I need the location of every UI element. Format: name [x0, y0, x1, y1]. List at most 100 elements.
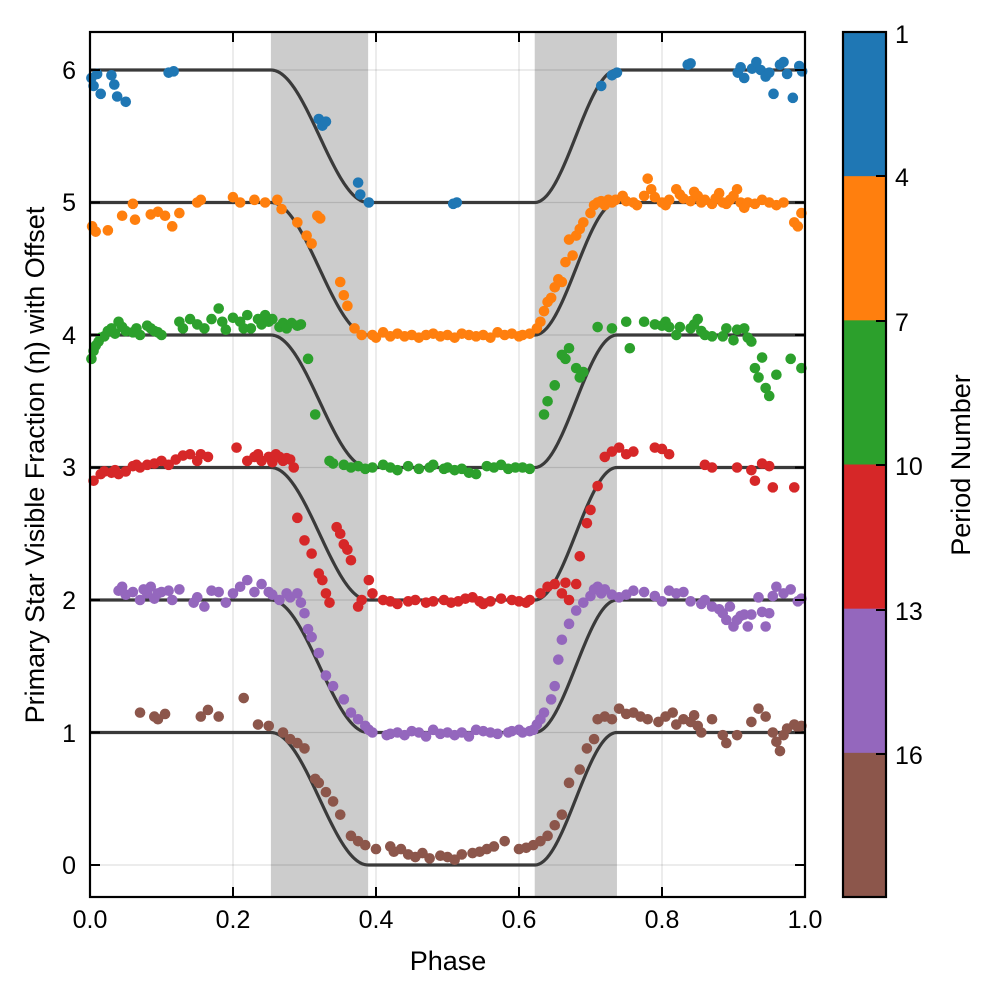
data-point: [202, 704, 214, 716]
data-point: [184, 448, 196, 460]
data-point: [367, 727, 378, 738]
data-point: [134, 594, 146, 606]
data-point: [756, 352, 768, 363]
data-point: [560, 577, 571, 589]
data-point: [499, 835, 511, 847]
data-point: [792, 221, 804, 232]
data-point: [685, 596, 696, 607]
data-point: [168, 66, 179, 77]
data-point: [238, 692, 250, 704]
colorbar-tick-label-3: 10: [895, 453, 923, 481]
data-point: [424, 853, 435, 864]
data-point: [787, 92, 799, 104]
colorbar-band-3: [843, 464, 886, 610]
data-point: [320, 670, 332, 681]
data-point: [345, 554, 357, 566]
data-point: [106, 70, 117, 81]
data-point: [778, 197, 789, 208]
x-tick-label-3: 0.6: [502, 906, 537, 934]
y-tick-label-0: 0: [62, 852, 76, 880]
data-point: [771, 736, 782, 748]
data-point: [560, 353, 571, 365]
data-point: [334, 528, 346, 540]
data-point: [327, 796, 339, 807]
data-point: [556, 588, 568, 599]
data-point: [163, 585, 174, 597]
data-point: [90, 226, 102, 237]
data-point: [302, 353, 314, 365]
data-point: [216, 316, 228, 328]
data-point: [174, 207, 185, 219]
data-point: [213, 586, 224, 598]
data-point: [159, 708, 171, 720]
data-point: [588, 733, 600, 745]
y-axis-label: Primary Star Visible Fraction (η) with O…: [20, 206, 50, 723]
data-point: [606, 323, 618, 334]
data-point: [713, 187, 725, 199]
data-point: [342, 300, 353, 312]
data-point: [638, 190, 650, 202]
data-point: [560, 256, 571, 268]
data-point: [267, 313, 278, 325]
data-point: [570, 605, 582, 616]
data-point: [129, 214, 141, 226]
data-point: [671, 329, 682, 341]
model-curve-0: [90, 730, 805, 867]
data-point: [721, 614, 732, 626]
data-point: [753, 372, 764, 383]
data-point: [771, 369, 782, 381]
data-point: [638, 586, 650, 598]
data-point: [524, 594, 536, 606]
data-point: [751, 56, 762, 68]
data-point: [413, 463, 425, 475]
data-point: [535, 316, 546, 328]
data-point: [220, 324, 232, 336]
data-point: [721, 323, 732, 334]
data-point: [306, 631, 317, 643]
data-point: [628, 585, 639, 597]
data-point: [356, 594, 368, 606]
data-point: [313, 777, 325, 789]
data-point: [111, 91, 123, 102]
data-point: [556, 809, 568, 820]
data-point: [663, 194, 675, 206]
data-point: [206, 313, 217, 325]
data-point: [728, 335, 739, 346]
data-point: [120, 96, 132, 108]
data-point: [227, 588, 239, 599]
data-point: [299, 607, 310, 619]
data-point: [563, 594, 575, 606]
data-point: [349, 323, 360, 334]
data-point: [127, 198, 139, 210]
data-point: [724, 601, 736, 612]
data-point: [785, 353, 796, 365]
data-point: [567, 250, 578, 261]
data-point: [352, 713, 364, 725]
series-period-13: [113, 574, 807, 742]
data-point: [109, 328, 121, 339]
colorbar-label: Period Number: [946, 374, 976, 556]
colorbar-tick-label-0: 1: [895, 21, 909, 49]
data-point: [574, 550, 586, 562]
data-point: [242, 574, 253, 586]
data-point: [134, 329, 146, 341]
data-point: [177, 323, 189, 334]
data-point: [606, 713, 618, 725]
colorbar-band-5: [843, 752, 886, 898]
series-period-16: [134, 692, 807, 865]
data-point: [767, 482, 779, 493]
data-point: [746, 716, 757, 728]
data-point: [731, 729, 743, 741]
data-point: [166, 594, 178, 606]
data-point: [488, 841, 500, 852]
data-point: [563, 777, 575, 789]
data-point: [392, 464, 403, 476]
data-point: [292, 217, 303, 228]
plot-area: [86, 30, 808, 899]
data-point: [317, 574, 328, 586]
data-point: [470, 468, 482, 480]
data-point: [663, 448, 675, 460]
colorbar-band-2: [843, 320, 886, 465]
data-point: [338, 289, 350, 301]
